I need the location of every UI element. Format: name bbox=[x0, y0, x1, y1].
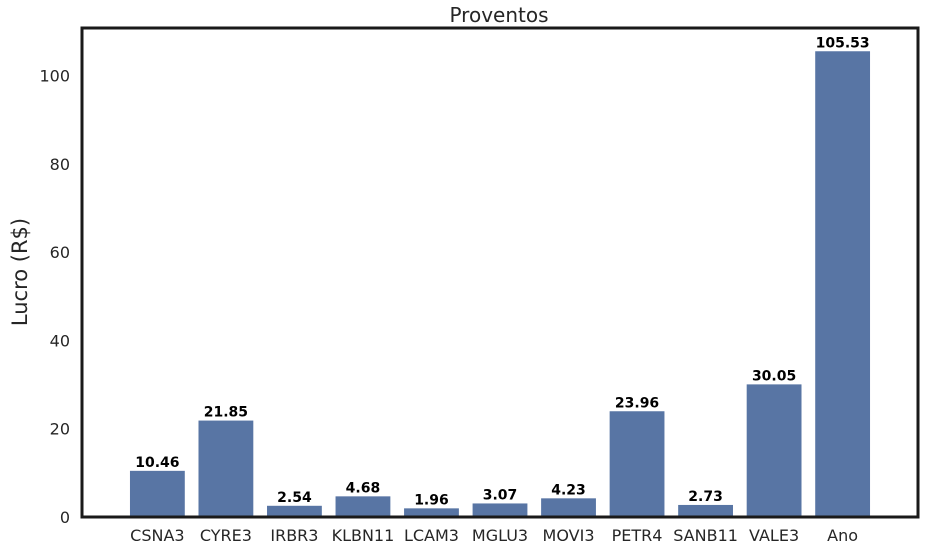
y-tick-label: 100 bbox=[39, 67, 70, 86]
y-tick-labels: 0 20 40 60 80 100 bbox=[39, 67, 70, 527]
chart-title: Proventos bbox=[449, 3, 548, 27]
data-label-mglu3: 3.07 bbox=[483, 487, 518, 503]
bar-csna3 bbox=[129, 470, 185, 517]
y-axis-label: Lucro (R$) bbox=[8, 218, 32, 326]
x-tick-label: PETR4 bbox=[612, 526, 663, 545]
bar-cyre3 bbox=[198, 420, 254, 517]
bar-petr4 bbox=[609, 411, 665, 517]
x-tick-label: CYRE3 bbox=[200, 526, 252, 545]
data-label-klbn11: 4.68 bbox=[346, 480, 381, 496]
data-labels-group: 10.46 21.85 2.54 4.68 1.96 3.07 4.23 23.96 2.73 3… bbox=[135, 35, 869, 508]
data-label-petr4: 23.96 bbox=[615, 395, 659, 411]
y-tick-label: 60 bbox=[50, 243, 70, 262]
x-tick-labels: CSNA3 CYRE3 IRBR3 KLBN11 LCAM3 MGLU3 MOVI3 PETR… bbox=[130, 526, 858, 545]
data-label-lcam3: 1.96 bbox=[414, 492, 449, 508]
data-label-vale3: 30.05 bbox=[752, 368, 796, 384]
bar-ano bbox=[815, 51, 871, 517]
bar-movi3 bbox=[541, 498, 596, 517]
bar-sanb11 bbox=[678, 504, 733, 517]
y-tick-label: 40 bbox=[50, 331, 70, 350]
x-tick-label: CSNA3 bbox=[130, 526, 184, 545]
bar-irbr3 bbox=[267, 505, 322, 517]
data-label-csna3: 10.46 bbox=[135, 455, 179, 471]
y-tick-label: 20 bbox=[50, 420, 70, 439]
x-tick-label: MOVI3 bbox=[543, 526, 595, 545]
bar-mglu3 bbox=[472, 503, 528, 517]
x-tick-label: IRBR3 bbox=[270, 526, 318, 545]
data-label-irbr3: 2.54 bbox=[277, 490, 312, 506]
x-tick-label: VALE3 bbox=[749, 526, 799, 545]
y-tick-label: 80 bbox=[50, 155, 70, 174]
x-tick-label: MGLU3 bbox=[472, 526, 528, 545]
bars-group bbox=[129, 51, 871, 517]
y-tick-label: 0 bbox=[60, 508, 70, 527]
plot-frame bbox=[80, 26, 920, 519]
data-label-sanb11: 2.73 bbox=[688, 489, 723, 505]
bar-vale3 bbox=[746, 384, 802, 517]
data-label-ano: 105.53 bbox=[816, 35, 870, 51]
x-tick-label: KLBN11 bbox=[332, 526, 395, 545]
bar-lcam3 bbox=[404, 508, 459, 517]
data-label-cyre3: 21.85 bbox=[204, 405, 248, 421]
x-tick-label: SANB11 bbox=[673, 526, 738, 545]
data-label-movi3: 4.23 bbox=[551, 482, 586, 498]
x-tick-label: LCAM3 bbox=[404, 526, 459, 545]
bar-klbn11 bbox=[335, 496, 391, 517]
x-tick-label: Ano bbox=[827, 526, 858, 545]
